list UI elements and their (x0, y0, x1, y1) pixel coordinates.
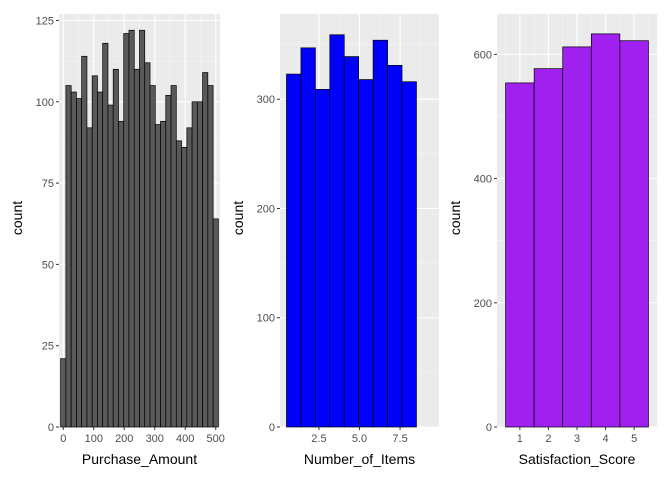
y-tick-label: 600 (474, 49, 492, 61)
histogram-bar (149, 85, 156, 428)
histogram-bar (562, 46, 592, 428)
x-axis-title: Number_of_Items (304, 451, 415, 467)
x-tick-label: 500 (207, 433, 225, 445)
x-axis-title: Satisfaction_Score (519, 451, 636, 467)
histogram-bar (358, 79, 374, 428)
histogram-bar (207, 85, 214, 428)
x-tick-label: 4 (603, 433, 609, 445)
histogram-bar (505, 82, 535, 428)
histogram-bar (619, 40, 649, 428)
x-tick-label: 200 (115, 433, 133, 445)
x-tick-label: 1 (517, 433, 523, 445)
x-axis-title: Purchase_Amount (82, 451, 197, 467)
y-tick-label: 50 (42, 259, 54, 271)
histogram-bar (139, 29, 146, 428)
histogram-bar (165, 94, 172, 428)
histogram-bar (102, 42, 109, 428)
x-tick-label: 100 (85, 433, 103, 445)
histogram-bar (76, 98, 83, 428)
histogram-bar (133, 68, 140, 428)
x-tick-label: 5.0 (352, 433, 367, 445)
histogram-bar (160, 120, 167, 428)
y-tick-label: 300 (257, 94, 275, 106)
x-tick-label: 2 (545, 433, 551, 445)
histogram-bar (286, 73, 302, 428)
histogram-bar (60, 358, 67, 428)
histogram-bar (144, 62, 151, 428)
histogram-bar (212, 218, 219, 428)
chart-panel-2: 2.5 5.0 7.5 0 100 200 300 Number_of_Items count (230, 14, 439, 467)
y-tick-label: 0 (269, 422, 275, 434)
y-axis-title: count (447, 201, 463, 235)
histogram-bar (329, 34, 345, 428)
histogram-bar (181, 146, 188, 428)
histogram-bar (191, 101, 198, 428)
histogram-bar (81, 55, 88, 428)
histogram-bar (65, 85, 72, 428)
y-tick-label: 400 (474, 174, 492, 186)
histogram-bar (86, 127, 93, 428)
histogram-bar (118, 120, 125, 428)
y-tick-label: 125 (36, 16, 54, 28)
histogram-bar (372, 39, 388, 428)
histogram-bar (186, 127, 193, 428)
x-tick-label: 400 (176, 433, 194, 445)
histogram-bar (128, 29, 135, 428)
histogram-bar (107, 104, 114, 428)
histogram-bar (91, 75, 98, 428)
histogram-bar (196, 101, 203, 428)
histogram-bar (401, 81, 417, 428)
histogram-bar (175, 140, 182, 428)
y-tick-label: 100 (36, 97, 54, 109)
chart-panel-3: 1 2 3 4 5 0 200 400 600 Satisfaction_Score count (447, 14, 657, 467)
x-tick-label: 7.5 (392, 433, 407, 445)
x-tick-label: 2.5 (311, 433, 326, 445)
y-tick-label: 0 (486, 422, 492, 434)
y-tick-label: 200 (257, 203, 275, 215)
x-tick-label: 300 (146, 433, 164, 445)
y-tick-label: 100 (257, 313, 275, 325)
y-axis-title: count (230, 201, 246, 235)
histogram-bar (343, 56, 360, 428)
y-tick-label: 200 (474, 298, 492, 310)
histogram-bar (123, 33, 130, 428)
histogram-bar (70, 91, 77, 428)
chart-panel-1: 0 100 200 300 400 500 0 25 50 75 100 125 Purchase_Am… (9, 14, 225, 467)
histogram-bar (533, 68, 564, 428)
x-tick-label: 3 (574, 433, 580, 445)
y-tick-label: 75 (42, 178, 54, 190)
y-axis-title: count (9, 201, 25, 235)
histogram-bar (387, 65, 403, 428)
histogram-bar (590, 33, 621, 428)
histogram-bar (202, 72, 209, 428)
y-tick-label: 25 (42, 341, 54, 353)
y-tick-label: 0 (48, 422, 54, 434)
x-tick-label: 0 (60, 433, 66, 445)
histogram-bar (315, 89, 331, 428)
histogram-bar (300, 47, 316, 428)
histogram-bar (170, 85, 177, 428)
histogram-bar (97, 91, 104, 428)
histogram-bar (154, 124, 161, 428)
x-tick-label: 5 (631, 433, 637, 445)
histogram-bar (112, 68, 119, 428)
